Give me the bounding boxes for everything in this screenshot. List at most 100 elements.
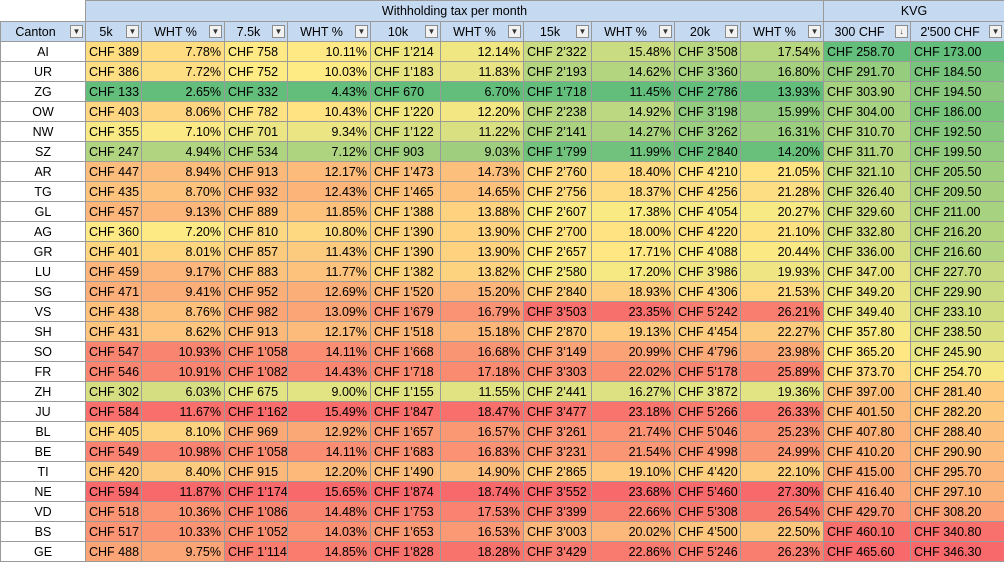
- wht-percent-cell[interactable]: 14.27%: [591, 121, 675, 142]
- kvg-premium-cell[interactable]: CHF 216.20: [910, 221, 1004, 242]
- wht-amount-cell[interactable]: CHF 4’500: [674, 521, 741, 542]
- wht-percent-cell[interactable]: 23.35%: [591, 301, 675, 322]
- wht-amount-cell[interactable]: CHF 1’718: [370, 361, 441, 382]
- canton-cell[interactable]: ZH: [0, 381, 86, 402]
- wht-percent-cell[interactable]: 17.20%: [591, 261, 675, 282]
- wht-percent-cell[interactable]: 17.38%: [591, 201, 675, 222]
- kvg-premium-cell[interactable]: CHF 349.20: [823, 281, 912, 302]
- wht-percent-cell[interactable]: 13.90%: [440, 221, 524, 242]
- wht-percent-cell[interactable]: 20.27%: [739, 201, 825, 222]
- wht-percent-cell[interactable]: 11.67%: [141, 401, 225, 422]
- kvg-premium-cell[interactable]: CHF 365.20: [823, 341, 912, 362]
- wht-amount-cell[interactable]: CHF 1’220: [370, 101, 441, 122]
- wht-amount-cell[interactable]: CHF 2’840: [674, 141, 741, 162]
- wht-percent-cell[interactable]: 11.99%: [591, 141, 675, 162]
- canton-cell[interactable]: BE: [0, 441, 86, 462]
- wht-amount-cell[interactable]: CHF 3’360: [674, 61, 741, 82]
- wht-percent-cell[interactable]: 17.71%: [591, 241, 675, 262]
- canton-cell[interactable]: BL: [0, 421, 86, 442]
- wht-amount-cell[interactable]: CHF 4’210: [674, 161, 741, 182]
- wht-amount-cell[interactable]: CHF 1’518: [370, 321, 441, 342]
- wht-amount-cell[interactable]: CHF 1’122: [370, 121, 441, 142]
- wht-percent-cell[interactable]: 21.05%: [739, 161, 825, 182]
- wht-percent-cell[interactable]: 18.47%: [440, 401, 524, 422]
- filter-dropdown-icon[interactable]: ▼: [425, 25, 438, 38]
- wht-amount-cell[interactable]: CHF 1’114: [224, 541, 288, 562]
- kvg-premium-cell[interactable]: CHF 227.70: [910, 261, 1004, 282]
- kvg-premium-cell[interactable]: CHF 173.00: [910, 41, 1004, 62]
- kvg-premium-cell[interactable]: CHF 329.60: [823, 201, 912, 222]
- filter-dropdown-icon[interactable]: ▼: [355, 25, 368, 38]
- wht-amount-cell[interactable]: CHF 1’183: [370, 61, 441, 82]
- canton-cell[interactable]: AR: [0, 161, 86, 182]
- kvg-premium-cell[interactable]: CHF 254.70: [910, 361, 1004, 382]
- kvg-premium-cell[interactable]: CHF 295.70: [910, 461, 1004, 482]
- kvg-premium-cell[interactable]: CHF 258.70: [823, 41, 912, 62]
- wht-amount-cell[interactable]: CHF 1’382: [370, 261, 441, 282]
- wht-percent-cell[interactable]: 14.48%: [287, 501, 371, 522]
- wht-amount-cell[interactable]: CHF 2’700: [523, 221, 592, 242]
- wht-amount-cell[interactable]: CHF 982: [224, 301, 288, 322]
- wht-percent-cell[interactable]: 14.43%: [287, 361, 371, 382]
- kvg-premium-cell[interactable]: CHF 308.20: [910, 501, 1004, 522]
- kvg-premium-cell[interactable]: CHF 326.40: [823, 181, 912, 202]
- wht-amount-cell[interactable]: CHF 471: [85, 281, 142, 302]
- wht-amount-cell[interactable]: CHF 932: [224, 181, 288, 202]
- wht-amount-cell[interactable]: CHF 1’679: [370, 301, 441, 322]
- wht-amount-cell[interactable]: CHF 1’174: [224, 481, 288, 502]
- canton-cell[interactable]: SH: [0, 321, 86, 342]
- wht-amount-cell[interactable]: CHF 3’303: [523, 361, 592, 382]
- kvg-premium-cell[interactable]: CHF 304.00: [823, 101, 912, 122]
- wht-percent-cell[interactable]: 6.03%: [141, 381, 225, 402]
- wht-percent-cell[interactable]: 12.17%: [287, 161, 371, 182]
- wht-amount-cell[interactable]: CHF 5’178: [674, 361, 741, 382]
- wht-percent-cell[interactable]: 21.74%: [591, 421, 675, 442]
- wht-amount-cell[interactable]: CHF 857: [224, 241, 288, 262]
- kvg-premium-cell[interactable]: CHF 311.70: [823, 141, 912, 162]
- wht-percent-cell[interactable]: 12.20%: [440, 101, 524, 122]
- wht-amount-cell[interactable]: CHF 5’460: [674, 481, 741, 502]
- wht-percent-cell[interactable]: 15.49%: [287, 401, 371, 422]
- wht-percent-cell[interactable]: 7.12%: [287, 141, 371, 162]
- wht-percent-cell[interactable]: 22.02%: [591, 361, 675, 382]
- canton-cell[interactable]: OW: [0, 101, 86, 122]
- wht-amount-cell[interactable]: CHF 4’796: [674, 341, 741, 362]
- wht-percent-cell[interactable]: 10.11%: [287, 41, 371, 62]
- wht-percent-cell[interactable]: 26.21%: [739, 301, 825, 322]
- filter-dropdown-icon[interactable]: ▼: [659, 25, 672, 38]
- wht-amount-cell[interactable]: CHF 4’088: [674, 241, 741, 262]
- wht-percent-cell[interactable]: 16.68%: [440, 341, 524, 362]
- wht-amount-cell[interactable]: CHF 1’520: [370, 281, 441, 302]
- kvg-premium-cell[interactable]: CHF 410.20: [823, 441, 912, 462]
- wht-amount-cell[interactable]: CHF 438: [85, 301, 142, 322]
- wht-percent-cell[interactable]: 19.93%: [739, 261, 825, 282]
- canton-cell[interactable]: SO: [0, 341, 86, 362]
- wht-percent-cell[interactable]: 26.23%: [739, 541, 825, 562]
- wht-amount-cell[interactable]: CHF 4’420: [674, 461, 741, 482]
- filter-dropdown-icon[interactable]: ▼: [725, 25, 738, 38]
- wht-amount-cell[interactable]: CHF 675: [224, 381, 288, 402]
- filter-dropdown-icon[interactable]: ▼: [272, 25, 285, 38]
- wht-percent-cell[interactable]: 16.83%: [440, 441, 524, 462]
- kvg-premium-cell[interactable]: CHF 205.50: [910, 161, 1004, 182]
- kvg-premium-cell[interactable]: CHF 238.50: [910, 321, 1004, 342]
- filter-dropdown-icon[interactable]: ▼: [808, 25, 822, 38]
- wht-percent-cell[interactable]: 23.68%: [591, 481, 675, 502]
- wht-percent-cell[interactable]: 9.41%: [141, 281, 225, 302]
- wht-percent-cell[interactable]: 14.20%: [739, 141, 825, 162]
- wht-percent-cell[interactable]: 21.54%: [591, 441, 675, 462]
- wht-percent-cell[interactable]: 9.34%: [287, 121, 371, 142]
- kvg-premium-cell[interactable]: CHF 416.40: [823, 481, 912, 502]
- kvg-premium-cell[interactable]: CHF 186.00: [910, 101, 1004, 122]
- wht-percent-cell[interactable]: 15.48%: [591, 41, 675, 62]
- wht-percent-cell[interactable]: 11.83%: [440, 61, 524, 82]
- wht-amount-cell[interactable]: CHF 488: [85, 541, 142, 562]
- wht-percent-cell[interactable]: 16.79%: [440, 301, 524, 322]
- kvg-premium-cell[interactable]: CHF 465.60: [823, 541, 912, 562]
- wht-amount-cell[interactable]: CHF 4’054: [674, 201, 741, 222]
- kvg-premium-cell[interactable]: CHF 415.00: [823, 461, 912, 482]
- canton-cell[interactable]: AG: [0, 221, 86, 242]
- wht-percent-cell[interactable]: 14.90%: [440, 461, 524, 482]
- canton-cell[interactable]: SG: [0, 281, 86, 302]
- wht-amount-cell[interactable]: CHF 547: [85, 341, 142, 362]
